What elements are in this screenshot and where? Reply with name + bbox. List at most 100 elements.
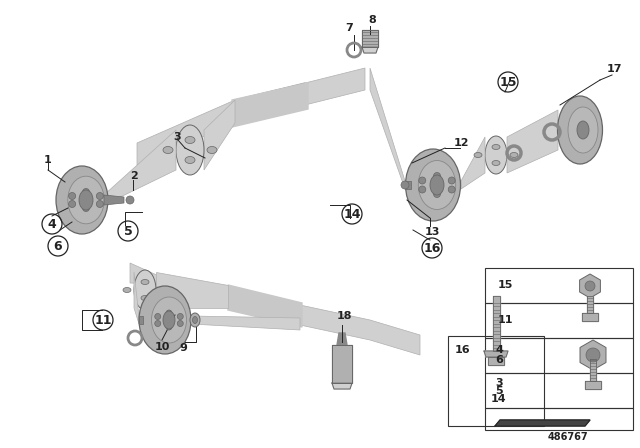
Text: 14: 14 xyxy=(491,394,507,404)
Circle shape xyxy=(448,186,455,193)
Text: 8: 8 xyxy=(368,15,376,25)
Polygon shape xyxy=(130,263,300,325)
Ellipse shape xyxy=(139,286,191,354)
Text: 11: 11 xyxy=(497,315,513,325)
Circle shape xyxy=(177,314,183,319)
Ellipse shape xyxy=(134,270,156,310)
Polygon shape xyxy=(232,83,308,127)
Ellipse shape xyxy=(419,160,456,210)
Text: 16: 16 xyxy=(454,345,470,355)
Ellipse shape xyxy=(176,125,204,175)
Polygon shape xyxy=(337,333,347,345)
Ellipse shape xyxy=(485,136,507,174)
Polygon shape xyxy=(495,420,590,426)
Text: 2: 2 xyxy=(130,171,138,181)
Polygon shape xyxy=(305,68,365,105)
Polygon shape xyxy=(362,30,378,47)
Ellipse shape xyxy=(68,176,104,224)
Polygon shape xyxy=(362,47,378,53)
Ellipse shape xyxy=(185,156,195,164)
Bar xyxy=(485,408,633,430)
Polygon shape xyxy=(300,305,420,355)
Text: 3: 3 xyxy=(495,378,503,388)
Ellipse shape xyxy=(163,311,175,329)
Polygon shape xyxy=(156,272,228,308)
Polygon shape xyxy=(228,285,302,327)
Ellipse shape xyxy=(190,313,200,327)
Polygon shape xyxy=(139,316,143,324)
Polygon shape xyxy=(405,181,411,189)
Text: 13: 13 xyxy=(424,227,440,237)
Text: 18: 18 xyxy=(336,311,352,321)
Polygon shape xyxy=(582,313,598,321)
Circle shape xyxy=(585,281,595,291)
Text: 486767: 486767 xyxy=(548,432,588,442)
Circle shape xyxy=(83,204,90,211)
Text: 10: 10 xyxy=(154,342,170,352)
Text: 5: 5 xyxy=(124,224,132,237)
Circle shape xyxy=(68,201,76,207)
Polygon shape xyxy=(332,345,352,383)
Polygon shape xyxy=(461,137,485,189)
Circle shape xyxy=(68,193,76,199)
Bar xyxy=(485,373,633,408)
Polygon shape xyxy=(590,359,596,381)
Text: 6: 6 xyxy=(54,240,62,253)
Bar xyxy=(448,336,544,426)
Text: 14: 14 xyxy=(343,207,361,220)
Circle shape xyxy=(419,177,426,184)
Circle shape xyxy=(433,172,440,180)
Text: 15: 15 xyxy=(497,280,513,290)
Bar xyxy=(485,338,633,373)
Ellipse shape xyxy=(577,121,589,139)
Text: 3: 3 xyxy=(173,132,181,142)
Ellipse shape xyxy=(474,152,482,158)
Circle shape xyxy=(155,320,161,327)
Polygon shape xyxy=(507,110,558,173)
Text: 1: 1 xyxy=(44,155,52,165)
Text: 12: 12 xyxy=(453,138,468,148)
Text: 9: 9 xyxy=(179,343,187,353)
Polygon shape xyxy=(137,83,305,165)
Text: 11: 11 xyxy=(94,314,112,327)
Ellipse shape xyxy=(56,166,108,234)
Circle shape xyxy=(419,186,426,193)
Polygon shape xyxy=(493,296,499,351)
Circle shape xyxy=(401,181,409,189)
Ellipse shape xyxy=(557,96,602,164)
Ellipse shape xyxy=(430,175,444,195)
Circle shape xyxy=(155,314,161,319)
Circle shape xyxy=(177,320,183,327)
Text: 4: 4 xyxy=(47,217,56,231)
Circle shape xyxy=(433,190,440,198)
Text: 4: 4 xyxy=(495,345,503,355)
Polygon shape xyxy=(587,296,593,313)
Circle shape xyxy=(97,193,103,199)
Ellipse shape xyxy=(159,288,167,293)
Ellipse shape xyxy=(568,107,598,153)
Ellipse shape xyxy=(79,190,93,210)
Polygon shape xyxy=(235,83,305,123)
Polygon shape xyxy=(488,357,504,365)
Ellipse shape xyxy=(193,316,198,323)
Circle shape xyxy=(166,310,172,316)
Text: 16: 16 xyxy=(423,241,441,254)
Ellipse shape xyxy=(123,288,131,293)
Circle shape xyxy=(586,348,600,362)
Bar xyxy=(485,268,633,303)
Ellipse shape xyxy=(141,296,149,301)
Text: 6: 6 xyxy=(495,355,503,365)
Ellipse shape xyxy=(492,145,500,150)
Text: 15: 15 xyxy=(499,76,516,89)
Ellipse shape xyxy=(152,297,186,343)
Ellipse shape xyxy=(185,137,195,143)
Ellipse shape xyxy=(141,280,149,284)
Circle shape xyxy=(448,177,455,184)
Polygon shape xyxy=(332,383,352,389)
Polygon shape xyxy=(370,68,405,189)
Polygon shape xyxy=(134,272,139,324)
Bar xyxy=(485,303,633,338)
Ellipse shape xyxy=(207,146,217,154)
Polygon shape xyxy=(484,351,508,357)
Circle shape xyxy=(166,324,172,330)
